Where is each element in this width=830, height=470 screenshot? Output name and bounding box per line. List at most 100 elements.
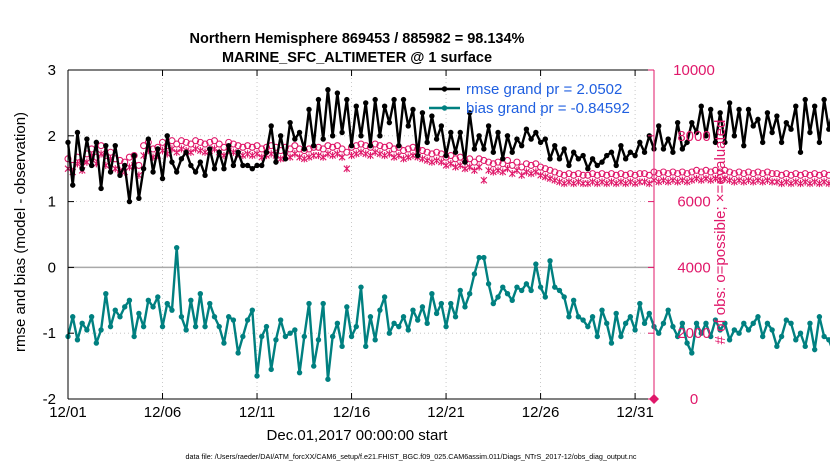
data-point: [821, 96, 827, 103]
data-point: [585, 323, 591, 330]
data-point: [580, 317, 586, 323]
data-point: [287, 119, 293, 126]
data-point: [273, 159, 279, 165]
data-point: [136, 310, 142, 317]
obs-evaluated-marker: [461, 165, 469, 173]
data-point: [689, 119, 695, 126]
data-point: [443, 152, 449, 159]
obs-possible-marker: [381, 143, 389, 151]
obs-possible-marker: [541, 165, 549, 173]
obs-evaluated-marker: [471, 166, 478, 174]
data-point: [481, 254, 487, 261]
obs-evaluated-marker: [362, 150, 370, 158]
obs-possible-marker: [390, 145, 398, 153]
data-point: [103, 291, 109, 297]
data-point: [419, 110, 426, 116]
data-point: [755, 314, 761, 320]
data-point: [150, 169, 156, 175]
data-point: [173, 244, 180, 251]
obs-evaluated-marker: [759, 178, 767, 186]
data-point: [249, 307, 256, 313]
obs-possible-marker: [508, 161, 516, 169]
obs-evaluated-marker: [598, 178, 606, 186]
obs-possible-marker: [787, 171, 795, 179]
obs-evaluated-marker: [291, 150, 299, 158]
data-point: [608, 340, 615, 346]
data-point: [438, 123, 445, 129]
data-point: [627, 314, 634, 320]
data-point: [807, 129, 813, 136]
obs-possible-marker: [759, 170, 767, 178]
data-point: [452, 149, 459, 155]
obs-evaluated-marker: [196, 147, 204, 155]
data-point: [145, 297, 152, 303]
obs-possible-marker: [532, 160, 540, 168]
data-point: [296, 369, 303, 376]
data-point: [674, 333, 681, 340]
data-point: [670, 149, 676, 155]
data-point: [367, 314, 374, 320]
data-point: [311, 142, 317, 149]
obs-evaluated-marker: [277, 155, 285, 163]
data-point: [117, 314, 123, 320]
obs-possible-marker: [173, 140, 181, 148]
data-point: [788, 126, 794, 132]
data-point: [769, 327, 775, 333]
x-tick-label: 12/06: [144, 404, 182, 421]
obs-evaluated-marker: [192, 145, 199, 153]
data-point: [84, 136, 90, 142]
obs-evaluated-marker: [631, 179, 639, 188]
plot-frame: [67, 69, 655, 400]
obs-possible-marker: [215, 140, 223, 148]
data-point: [400, 96, 407, 103]
legend: rmse grand pr = 2.0502 bias grand pr = -0…: [429, 81, 630, 117]
obs-possible-marker: [570, 171, 578, 179]
data-point: [585, 166, 591, 172]
data-point: [126, 297, 133, 303]
obs-evaluated-marker: [716, 176, 724, 184]
data-point: [344, 304, 350, 310]
data-point: [377, 133, 383, 139]
data-point: [79, 166, 85, 172]
data-point: [726, 337, 733, 343]
legend-label: bias grand pr = -0.84592: [466, 100, 630, 117]
data-point: [140, 323, 147, 330]
obs-possible-marker: [579, 171, 587, 179]
obs-evaluated-marker: [456, 161, 464, 170]
data-point: [367, 142, 374, 149]
data-point: [448, 300, 454, 307]
data-point: [211, 166, 218, 172]
footer-data-file: data file: /Users/raeder/DAI/ATM_forcXX/…: [186, 452, 637, 461]
data-point: [296, 129, 303, 136]
data-point: [396, 323, 402, 330]
obs-evaluated-marker: [730, 178, 738, 186]
obs-possible-marker: [177, 137, 185, 145]
data-point: [107, 169, 114, 175]
series-layer: [64, 87, 830, 404]
data-point: [339, 343, 345, 350]
obs-evaluated-marker: [806, 179, 814, 188]
data-point: [542, 294, 549, 300]
obs-possible-marker: [329, 143, 337, 151]
obs-evaluated-marker: [664, 178, 672, 186]
data-point: [811, 103, 818, 109]
data-point: [793, 103, 799, 109]
x-tick-label: 12/16: [333, 404, 371, 421]
data-point: [396, 142, 402, 149]
data-point: [140, 166, 147, 172]
y-tick-label-right: 0: [690, 391, 698, 408]
obs-possible-marker: [258, 145, 266, 153]
obs-possible-marker: [451, 155, 460, 163]
data-point: [689, 350, 695, 356]
obs-possible-marker: [234, 142, 242, 150]
obs-evaluated-marker: [797, 179, 804, 188]
obs-evaluated-marker: [508, 170, 516, 178]
obs-possible-marker: [749, 170, 757, 178]
data-point: [533, 261, 539, 267]
data-point: [391, 96, 397, 103]
obs-possible-marker: [565, 170, 573, 178]
data-point: [93, 340, 100, 346]
data-point: [216, 323, 222, 330]
obs-evaluated-marker: [693, 174, 700, 183]
data-point: [164, 300, 170, 307]
